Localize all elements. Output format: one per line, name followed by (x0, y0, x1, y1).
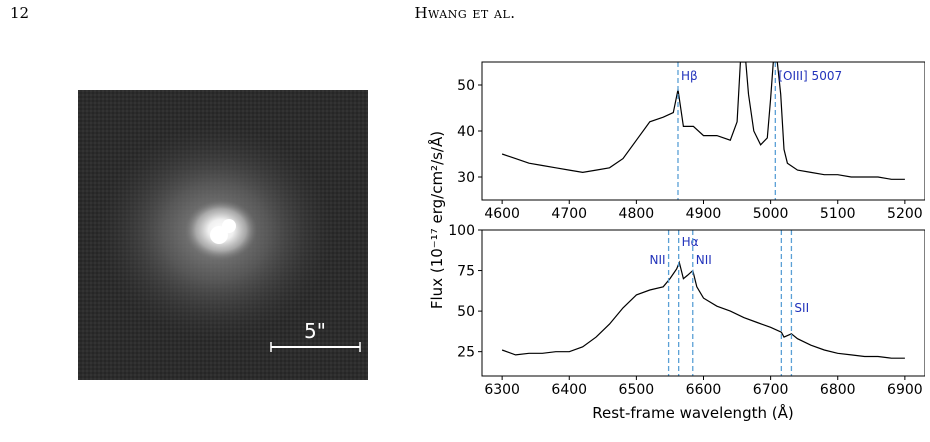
y-tick-label: 30 (457, 170, 475, 186)
y-axis-label: Flux (10⁻¹⁷ erg/cm²/s/Å) (427, 131, 446, 309)
x-tick-label: 6400 (551, 382, 587, 398)
x-tick-label: 4700 (551, 206, 587, 222)
x-tick-label: 6800 (820, 382, 856, 398)
x-tick-label: 4800 (619, 206, 655, 222)
bottom-spectrum-panel: NII Hα NII SII 6300 6400 6500 6600 6700 6800 6900 2… (448, 223, 925, 398)
marker-label: SII (794, 301, 809, 315)
galaxy-image: 5" (78, 90, 368, 380)
x-tick-label: 5000 (753, 206, 789, 222)
x-axis-label: Rest-frame wavelength (Å) (592, 403, 793, 422)
marker-label: Hα (682, 235, 699, 249)
y-tick-label: 50 (457, 304, 475, 320)
galaxy-image-panel: 5" (78, 90, 368, 380)
y-tick-label: 75 (457, 264, 475, 280)
marker-label: [OIII] 5007 (778, 69, 842, 83)
marker-label: Hβ (681, 69, 698, 83)
y-tick-label: 100 (448, 223, 475, 239)
plot-frame (481, 229, 925, 377)
x-tick-label: 6700 (753, 382, 789, 398)
secondary-nucleus (222, 219, 236, 233)
x-tick-label: 6300 (484, 382, 520, 398)
y-tick-label: 25 (457, 345, 475, 361)
x-tick-label: 6500 (619, 382, 655, 398)
nucleus (210, 226, 228, 244)
y-tick-label: 40 (457, 124, 475, 140)
x-tick-label: 5200 (887, 206, 923, 222)
page-number: 12 (10, 4, 30, 22)
marker-label: NII (696, 253, 712, 267)
spectra-figure: Hβ [OIII] 5007 4600 4700 4800 4900 5000 5100 520… (427, 61, 925, 422)
scale-bar-label: 5" (304, 319, 326, 343)
x-tick-label: 5100 (820, 206, 856, 222)
y-tick-label: 50 (457, 78, 475, 94)
marker-label: NII (650, 253, 666, 267)
x-tick-label: 6600 (686, 382, 722, 398)
x-tick-label: 6900 (887, 382, 923, 398)
running-head: Hwang et al. (414, 4, 516, 22)
x-tick-label: 4900 (686, 206, 722, 222)
x-tick-label: 4600 (484, 206, 520, 222)
top-spectrum-panel: Hβ [OIII] 5007 4600 4700 4800 4900 5000 5100 520… (457, 61, 925, 222)
spectrum-line (501, 260, 905, 359)
plot-frame (481, 61, 925, 201)
spectrum-line (501, 62, 905, 180)
